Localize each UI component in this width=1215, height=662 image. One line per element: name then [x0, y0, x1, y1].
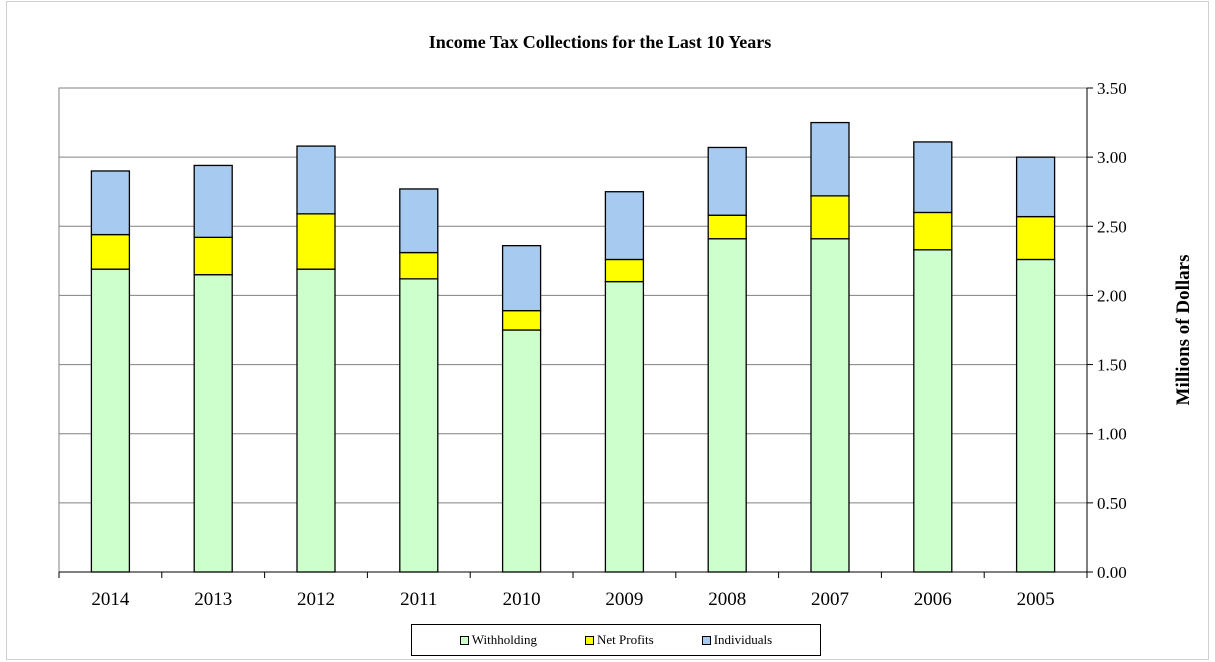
bar-net-profits: [707, 214, 747, 240]
legend-item: Individuals: [701, 632, 773, 648]
bar-withholding: [501, 329, 542, 573]
legend-item: Net Profits: [585, 632, 654, 648]
legend-label: Individuals: [713, 632, 773, 647]
x-tick-label: 2010: [503, 589, 541, 610]
legend-swatch: [701, 635, 711, 645]
bar-withholding: [193, 274, 233, 573]
bar-individuals: [707, 146, 747, 216]
bar-withholding: [296, 268, 336, 573]
bar-net-profits: [399, 251, 439, 280]
y-tick-label: 2.00: [1097, 286, 1127, 305]
y-tick-label: 1.50: [1097, 356, 1127, 375]
y-tick-label: 2.50: [1097, 217, 1127, 236]
x-tick-label: 2006: [914, 589, 952, 610]
legend-item: Withholding: [459, 632, 537, 648]
bar-withholding: [707, 238, 747, 573]
bar-individuals: [810, 121, 850, 197]
bar-individuals: [90, 170, 131, 236]
bar-individuals: [1015, 156, 1056, 218]
bar-net-profits: [501, 309, 542, 331]
x-tick-label: 2014: [91, 589, 130, 610]
bar-net-profits: [296, 213, 336, 270]
x-tick-label: 2007: [811, 589, 849, 610]
bar-individuals: [399, 188, 439, 254]
y-tick-label: 0.00: [1097, 563, 1127, 582]
bar-withholding: [1015, 258, 1056, 573]
x-tick-label: 2005: [1017, 589, 1055, 610]
bar-withholding: [604, 280, 645, 573]
x-tick-label: 2012: [297, 589, 335, 610]
x-tick-label: 2013: [194, 589, 232, 610]
legend-swatch: [459, 635, 469, 645]
y-tick-label: 1.00: [1097, 425, 1127, 444]
bar-net-profits: [913, 211, 953, 251]
chart-legend: Withholding Net Profits Individuals: [411, 624, 821, 656]
bar-individuals: [193, 164, 233, 238]
x-tick-label: 2009: [605, 589, 643, 610]
y-tick-label: 3.50: [1097, 79, 1127, 98]
y-axis-label: Millions of Dollars: [1173, 255, 1194, 406]
y-tick-label: 3.00: [1097, 148, 1127, 167]
x-tick-label: 2011: [400, 589, 437, 610]
legend-label: Withholding: [471, 632, 537, 647]
bar-withholding: [90, 268, 131, 573]
bar-withholding: [913, 249, 953, 573]
bar-individuals: [296, 145, 336, 215]
bar-withholding: [810, 238, 850, 573]
bar-individuals: [604, 191, 645, 261]
bar-net-profits: [193, 236, 233, 276]
legend-label: Net Profits: [597, 632, 654, 647]
bar-net-profits: [90, 233, 131, 270]
bar-net-profits: [810, 195, 850, 240]
bar-individuals: [913, 141, 953, 214]
bar-net-profits: [604, 258, 645, 283]
chart-title: Income Tax Collections for the Last 10 Y…: [428, 32, 772, 52]
y-tick-label: 0.50: [1097, 494, 1127, 513]
legend-swatch: [585, 635, 594, 645]
x-tick-label: 2008: [708, 589, 746, 610]
bar-net-profits: [1015, 215, 1056, 261]
bar-withholding: [399, 278, 439, 573]
bar-individuals: [501, 244, 542, 312]
